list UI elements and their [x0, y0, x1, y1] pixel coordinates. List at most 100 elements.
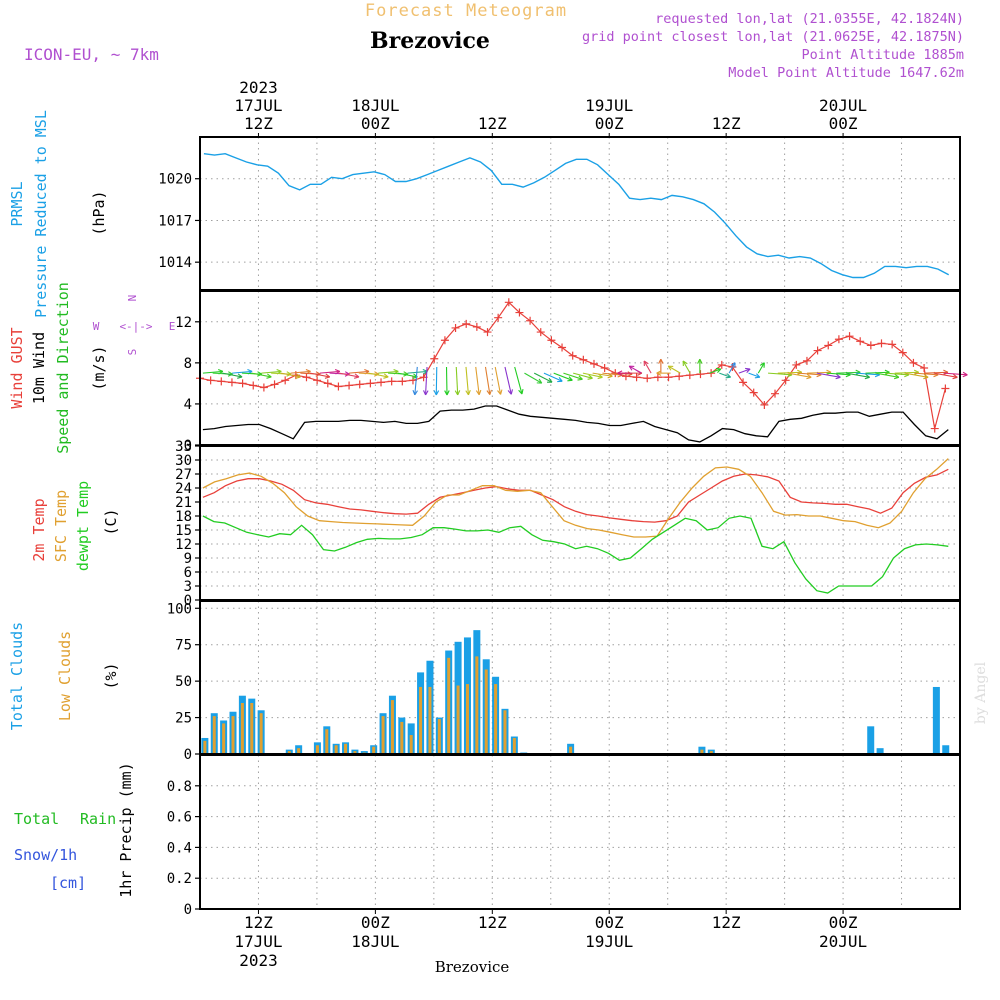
wind-direction-arrow	[319, 370, 340, 374]
gust-point	[313, 376, 322, 385]
gust-point	[355, 380, 364, 389]
gust-point	[472, 322, 481, 331]
wind-direction-arrowhead	[806, 373, 812, 380]
top-time-label: 12Z	[712, 114, 741, 133]
wind-direction-arrow	[592, 372, 613, 377]
wind-direction-arrow	[484, 366, 491, 395]
wind-direction-arrowhead	[952, 373, 958, 380]
frame-layer	[199, 136, 961, 910]
total-cloud-bar	[867, 726, 875, 754]
y-tick-label: 0	[184, 593, 192, 609]
tsfc-label: SFC Temp	[52, 490, 70, 562]
low-cloud-bar	[419, 686, 423, 754]
wind-direction-arrowhead	[658, 358, 664, 364]
wind-direction-arrowhead	[745, 367, 751, 374]
wind-direction-arrow	[943, 372, 968, 376]
gust-point	[345, 381, 354, 390]
wind-direction-arrow	[826, 372, 851, 376]
wind-direction-arrowhead	[433, 390, 440, 396]
gust-point	[451, 323, 460, 332]
gust-point	[781, 376, 790, 385]
wind-direction-arrow	[923, 371, 948, 374]
wind-direction-arrow	[807, 371, 832, 374]
gust-point	[600, 364, 609, 372]
gust-point	[440, 336, 449, 345]
wind-direction-arrow	[494, 366, 502, 395]
wind-direction-arrow	[914, 372, 939, 376]
wind-direction-arrow	[368, 372, 389, 378]
wind-direction-arrowhead	[475, 389, 482, 396]
wind-direction-arrow	[232, 370, 253, 374]
low-cloud-bar	[700, 749, 704, 754]
wind-direction-arrow	[845, 372, 870, 378]
wind-direction-arrowhead	[617, 370, 623, 376]
wind-direction-arrow	[628, 365, 642, 374]
wind-direction-arrow	[777, 371, 802, 374]
low-cloud-bar	[494, 684, 498, 754]
bottom-time-label: 19JUL	[585, 932, 633, 951]
compass-s: S	[126, 349, 139, 356]
wind-direction-arrow	[894, 371, 919, 374]
wind-speed-line	[202, 405, 949, 443]
bottom-time-label: 00Z	[829, 913, 858, 932]
info-line-2: grid point closest lon,lat (21.0625E, 42…	[582, 29, 964, 45]
low-cloud-bar	[428, 686, 432, 754]
top-time-label: 19JUL	[585, 96, 633, 115]
gust-point	[717, 360, 726, 369]
gust-point	[802, 356, 811, 365]
total-cloud-bar	[942, 745, 950, 754]
bottom-time-label: 17JUL	[234, 932, 282, 951]
y-tick-label: 1014	[158, 255, 192, 271]
wind-direction-arrow	[339, 372, 360, 378]
wind-direction-arrowhead	[423, 390, 429, 396]
compass-n: N	[126, 295, 139, 302]
top-time-label: 20JUL	[819, 96, 867, 115]
y-tick-label: 0.4	[167, 840, 192, 856]
wind-direction-arrowhead	[628, 365, 635, 371]
wind-direction-arrowhead	[444, 390, 450, 396]
gust-point	[568, 351, 577, 360]
wind-direction-arrowhead	[497, 389, 503, 395]
bottom-time-label: 12Z	[712, 913, 741, 932]
wind-direction-arrowhead	[893, 373, 900, 380]
gust-point	[888, 340, 897, 349]
gust-label: Wind GUST	[8, 327, 26, 408]
low-cloud-bar	[484, 669, 488, 754]
gust-point	[387, 377, 396, 386]
gust-point	[206, 376, 215, 385]
wind-direction-arrow	[682, 360, 691, 374]
wind-direction-arrow	[397, 372, 418, 378]
wind-direction-arrow	[875, 372, 899, 378]
gust-point	[504, 298, 513, 307]
wind-unit: (m/s)	[90, 345, 108, 390]
compass-w: W	[93, 320, 100, 333]
low-cloud-bar	[315, 745, 319, 754]
y-tick-label: 0	[184, 747, 192, 763]
wind-direction-arrow	[709, 368, 722, 374]
compass-axis: <-|->	[119, 320, 152, 333]
gust-point	[281, 376, 290, 385]
wind-direction-arrow	[290, 370, 311, 374]
bottom-time-label: 20JUL	[819, 932, 867, 951]
wind-direction-arrowhead	[557, 377, 563, 383]
top-time-label: 12Z	[244, 114, 273, 133]
wind-direction-arrowhead	[237, 373, 243, 379]
station-title: Brezovice	[370, 28, 490, 54]
pressure-unit: (hPa)	[90, 190, 108, 235]
gust-point	[930, 424, 939, 433]
y-tick-label: 0	[184, 438, 192, 454]
wind-direction-arrowhead	[697, 358, 703, 364]
gust-point	[909, 358, 918, 367]
low-cloud-bar	[212, 716, 216, 754]
wind-direction-arrow	[855, 372, 880, 376]
wind-direction-arrowhead	[923, 373, 929, 380]
wind-direction-arrow	[280, 372, 301, 378]
y-tick-label: 12	[175, 537, 192, 553]
gust-point	[941, 384, 950, 393]
y-tick-label: 33	[175, 439, 192, 455]
total-cloud-bar	[876, 748, 884, 754]
gust-point	[813, 346, 822, 355]
gust-point	[302, 373, 311, 382]
precip-unit: 1hr Precip (mm)	[117, 762, 135, 897]
